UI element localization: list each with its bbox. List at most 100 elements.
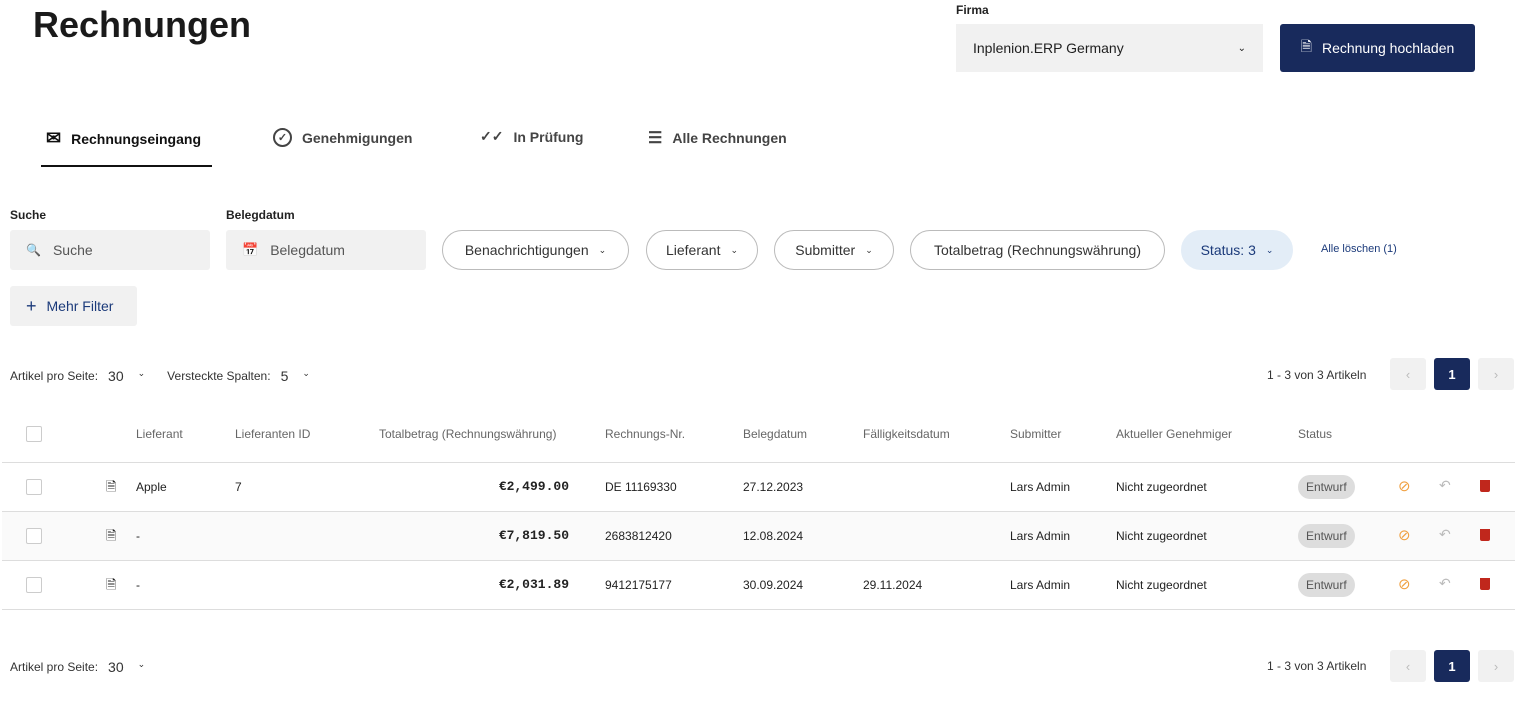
tab-label: Genehmigungen (302, 129, 413, 146)
search-input[interactable]: 🔍 Suche (10, 230, 210, 270)
cell-submitter: Lars Admin (1010, 529, 1071, 543)
chevron-down-icon: ⌄ (137, 659, 146, 669)
pill-label: Totalbetrag (Rechnungswährung) (933, 242, 1141, 258)
cell-belegdatum: 30.09.2024 (743, 578, 804, 592)
header-divider (2, 462, 1515, 463)
row-checkbox[interactable] (26, 528, 42, 544)
more-filters-button[interactable]: + Mehr Filter (10, 286, 137, 326)
table-row[interactable]: 🗎 - €7,819.50 2683812420 12.08.2024 Lars… (2, 512, 1515, 561)
clear-all-link[interactable]: Alle löschen (1) (1321, 243, 1397, 255)
tab-label: In Prüfung (513, 128, 584, 145)
page-1-button[interactable]: 1 (1434, 358, 1470, 390)
page-title: Rechnungen (33, 4, 252, 45)
document-icon[interactable]: 🗎 (106, 479, 117, 494)
delete-icon[interactable] (1480, 578, 1490, 590)
status-badge: Entwurf (1298, 524, 1355, 548)
cell-lieferanten-id: 7 (235, 480, 242, 494)
calendar-icon: 📅 (242, 242, 259, 257)
more-filters-label: Mehr Filter (46, 298, 114, 314)
mail-icon: ✉ (46, 128, 62, 148)
col-faelligkeitsdatum[interactable]: Fälligkeitsdatum (863, 427, 950, 441)
chevron-down-icon: ⌄ (598, 244, 607, 255)
col-lieferant[interactable]: Lieferant (136, 427, 183, 441)
per-page-select[interactable]: 30 ⌄ (108, 368, 145, 384)
row-checkbox[interactable] (26, 479, 42, 495)
chevron-down-icon: ⌄ (730, 244, 739, 255)
range-text-bottom: 1 - 3 von 3 Artikeln (1267, 659, 1367, 673)
cell-belegdatum: 27.12.2023 (743, 480, 804, 494)
next-page-button[interactable]: › (1478, 358, 1514, 390)
search-label: Suche (10, 208, 47, 222)
tab-alle-rechnungen[interactable]: ☰ Alle Rechnungen (648, 128, 787, 148)
prev-page-button[interactable]: ‹ (1390, 650, 1426, 682)
document-icon: 🗎 (1300, 38, 1312, 54)
filter-totalbetrag[interactable]: Totalbetrag (Rechnungswährung) (910, 230, 1165, 270)
range-text: 1 - 3 von 3 Artikeln (1267, 368, 1367, 382)
per-page-select[interactable]: 30 ⌄ (108, 659, 145, 675)
col-lieferanten-id[interactable]: Lieferanten ID (235, 427, 311, 441)
per-page-value: 30 (108, 659, 124, 675)
prev-page-button[interactable]: ‹ (1390, 358, 1426, 390)
chevron-down-icon: ⌄ (865, 244, 873, 255)
next-page-button[interactable]: › (1478, 650, 1514, 682)
cell-genehmiger: Nicht zugeordnet (1116, 529, 1207, 543)
document-icon[interactable]: 🗎 (106, 577, 117, 592)
cell-submitter: Lars Admin (1010, 578, 1071, 592)
cell-genehmiger: Nicht zugeordnet (1116, 480, 1207, 494)
select-all-checkbox[interactable] (26, 426, 42, 442)
chevron-down-icon: ⌄ (1237, 42, 1246, 54)
date-input[interactable]: 📅 Belegdatum (226, 230, 426, 270)
delete-icon[interactable] (1480, 529, 1490, 541)
cell-totalbetrag: €7,819.50 (498, 528, 569, 543)
upload-invoice-button[interactable]: 🗎 Rechnung hochladen (1280, 24, 1475, 72)
cell-belegdatum: 12.08.2024 (743, 529, 804, 543)
col-totalbetrag[interactable]: Totalbetrag (Rechnungswährung) (379, 427, 557, 441)
col-genehmiger[interactable]: Aktueller Genehmiger (1116, 427, 1233, 441)
tab-in-pruefung[interactable]: ✓✓ In Prüfung (480, 128, 583, 145)
document-icon[interactable]: 🗎 (106, 528, 117, 543)
col-rechnungs-nr[interactable]: Rechnungs-Nr. (605, 427, 686, 441)
undo-icon[interactable]: ↶ (1439, 575, 1451, 591)
status-badge: Entwurf (1298, 573, 1355, 597)
hidden-cols-select[interactable]: 5 ⌄ (281, 368, 310, 384)
undo-icon[interactable]: ↶ (1439, 526, 1451, 542)
firma-select[interactable]: Inplenion.ERP Germany ⌄ (956, 24, 1263, 72)
date-placeholder: Belegdatum (270, 242, 345, 258)
plus-icon: + (26, 295, 37, 316)
cell-lieferant: - (136, 578, 140, 592)
pill-label: Status: 3 (1200, 242, 1256, 258)
filter-status[interactable]: Status: 3 ⌄ (1181, 230, 1293, 270)
col-status[interactable]: Status (1298, 427, 1333, 441)
reject-icon[interactable]: ⊘ (1398, 527, 1411, 544)
filter-benachrichtigungen[interactable]: Benachrichtigungen ⌄ (442, 230, 629, 270)
pill-label: Lieferant (665, 242, 721, 258)
filter-lieferant[interactable]: Lieferant ⌄ (646, 230, 758, 270)
chevron-down-icon: ⌄ (302, 368, 310, 378)
row-checkbox[interactable] (26, 577, 42, 593)
cell-totalbetrag: €2,031.89 (498, 577, 569, 592)
cell-submitter: Lars Admin (1010, 480, 1071, 494)
firma-value: Inplenion.ERP Germany (973, 40, 1124, 56)
cell-lieferant: - (136, 529, 140, 543)
col-belegdatum[interactable]: Belegdatum (743, 427, 808, 441)
tab-label: Alle Rechnungen (672, 130, 787, 146)
cell-genehmiger: Nicht zugeordnet (1116, 578, 1207, 592)
reject-icon[interactable]: ⊘ (1398, 478, 1411, 495)
undo-icon[interactable]: ↶ (1439, 477, 1451, 493)
search-icon: 🔍 (26, 243, 41, 257)
firma-label: Firma (956, 3, 989, 17)
table-row[interactable]: 🗎 - €2,031.89 9412175177 30.09.2024 29.1… (2, 561, 1515, 610)
cell-rechnungs-nr: DE 11169330 (605, 480, 677, 494)
cell-faelligkeitsdatum: 29.11.2024 (863, 578, 923, 592)
page-1-button[interactable]: 1 (1434, 650, 1470, 682)
delete-icon[interactable] (1480, 480, 1490, 492)
tab-rechnungseingang[interactable]: ✉ Rechnungseingang (46, 128, 201, 149)
col-submitter[interactable]: Submitter (1010, 427, 1062, 441)
table-row[interactable]: 🗎 Apple 7 €2,499.00 DE 11169330 27.12.20… (2, 463, 1515, 512)
tab-label: Rechnungseingang (71, 130, 201, 147)
filter-submitter[interactable]: Submitter ⌄ (774, 230, 894, 270)
reject-icon[interactable]: ⊘ (1398, 576, 1411, 593)
hidden-cols-label: Versteckte Spalten: (167, 369, 271, 383)
cell-rechnungs-nr: 9412175177 (605, 578, 672, 592)
tab-genehmigungen[interactable]: ✓ Genehmigungen (273, 128, 412, 147)
